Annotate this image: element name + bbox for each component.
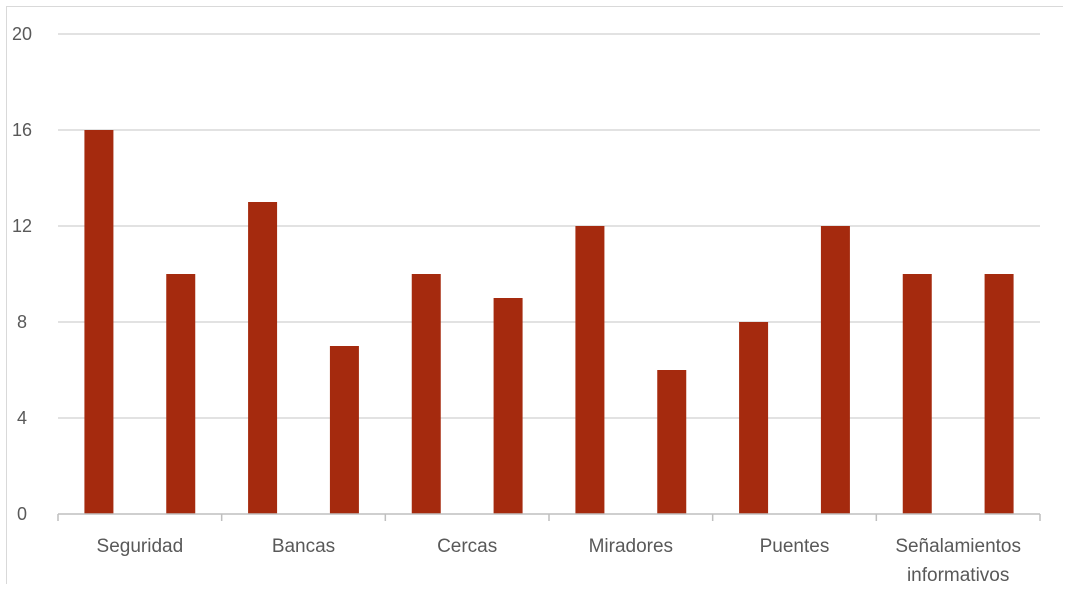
gridlines bbox=[58, 33, 1040, 419]
bar bbox=[493, 298, 523, 514]
bar bbox=[248, 202, 278, 514]
x-axis-tick-labels: Seguridad Bancas Cercas Miradores Puentes Señ… bbox=[97, 536, 1021, 586]
bar bbox=[575, 226, 605, 514]
x-tick-label: Puentes bbox=[760, 536, 830, 557]
bar bbox=[902, 274, 932, 514]
y-tick-label: 8 bbox=[17, 312, 27, 332]
bars bbox=[84, 130, 1014, 514]
bar bbox=[411, 274, 441, 514]
y-axis-tick-labels: 0 4 8 12 16 20 bbox=[12, 24, 32, 524]
y-tick-label: 4 bbox=[17, 408, 27, 428]
x-tick-label: Bancas bbox=[272, 536, 335, 557]
bar bbox=[820, 226, 850, 514]
x-axis bbox=[57, 513, 1041, 521]
x-tick-label: Cercas bbox=[437, 536, 497, 557]
x-tick-label: Miradores bbox=[589, 536, 673, 557]
bar bbox=[739, 322, 769, 514]
x-tick-label: informativos bbox=[907, 565, 1009, 586]
bar bbox=[84, 130, 114, 514]
y-tick-label: 0 bbox=[17, 504, 27, 524]
x-tick-label: Señalamientos bbox=[895, 536, 1021, 557]
x-tick-label: Seguridad bbox=[97, 536, 184, 557]
bar bbox=[329, 346, 359, 514]
bar bbox=[984, 274, 1014, 514]
chart-frame bbox=[6, 6, 1063, 584]
y-tick-label: 12 bbox=[12, 216, 32, 236]
bar bbox=[166, 274, 196, 514]
y-tick-label: 16 bbox=[12, 120, 32, 140]
y-tick-label: 20 bbox=[12, 24, 32, 44]
bar bbox=[657, 370, 687, 514]
